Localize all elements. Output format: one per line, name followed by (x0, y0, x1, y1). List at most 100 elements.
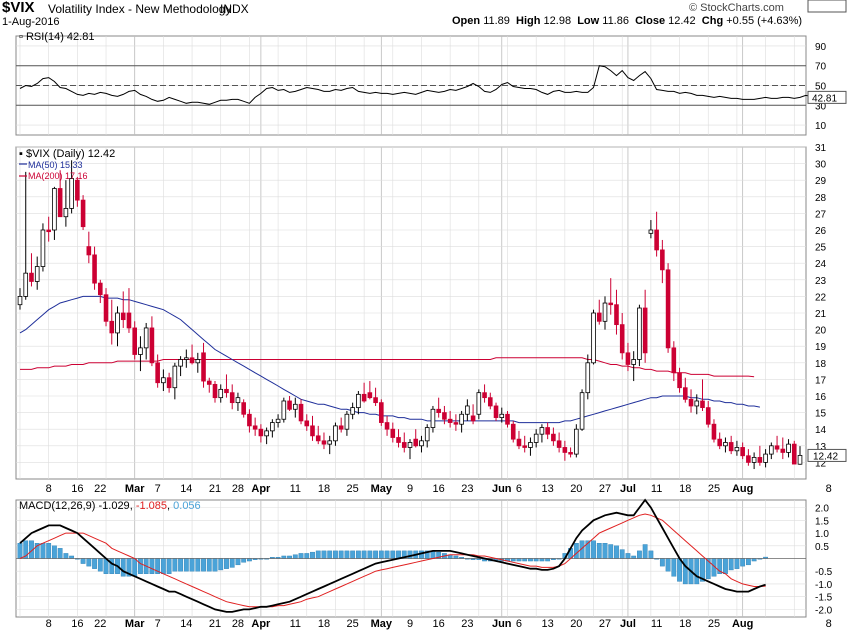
macd-histogram-bar (728, 558, 734, 571)
candle-body (155, 362, 160, 384)
candle-body (57, 188, 63, 218)
x-tick-label: 16 (433, 483, 445, 495)
x-tick-label: Apr (251, 483, 271, 495)
x-tick-label: 8 (826, 618, 832, 630)
macd-histogram-bar (510, 558, 516, 562)
price-tick-label: 25 (815, 243, 827, 254)
macd-value-label-box (807, 0, 847, 13)
candle-body (229, 392, 235, 404)
candle-body (556, 440, 562, 448)
candle-body (602, 302, 608, 322)
macd-histogram-bar (287, 555, 292, 559)
macd-histogram-bar (189, 558, 195, 572)
candle-body (384, 422, 390, 430)
candle-body (591, 312, 596, 364)
candle-body (80, 199, 86, 228)
candle-body (75, 179, 80, 201)
macd-histogram-bar (694, 558, 700, 585)
chart-name: Volatility Index - New Methodology (48, 2, 232, 16)
macd-histogram-bar (619, 549, 625, 559)
candle-body (780, 448, 786, 453)
candle-body (189, 357, 195, 364)
candle-body (97, 282, 103, 296)
candle-body (103, 294, 109, 322)
x-tick-label: 7 (155, 483, 161, 495)
macd-tick-label: 1.0 (815, 529, 829, 540)
macd-tick-label: -2.0 (815, 605, 833, 616)
candle-body (682, 387, 688, 400)
candle-body (247, 413, 252, 427)
candle-body (321, 440, 327, 445)
macd-histogram-bar (338, 550, 344, 559)
candle-body (310, 425, 315, 437)
candle-body (723, 442, 728, 447)
x-tick-label: 22 (94, 618, 106, 630)
candle-body (23, 272, 29, 297)
x-tick-label: Mar (125, 483, 145, 495)
rsi-value-label: 42.81 (812, 93, 837, 104)
macd-histogram-bar (80, 558, 86, 564)
open-value: 11.89 (483, 15, 510, 27)
candle-body (17, 295, 23, 306)
candle-body (562, 447, 568, 453)
macd-histogram-bar (166, 558, 172, 574)
x-tick-label: 9 (407, 618, 413, 630)
candle-body (292, 403, 298, 410)
rsi-tick-label: 10 (815, 121, 827, 132)
candle-body (338, 425, 344, 430)
candle-body (528, 442, 533, 448)
candle-body (138, 347, 143, 355)
macd-histogram-bar (665, 558, 671, 572)
macd-histogram-bar (625, 553, 631, 559)
macd-histogram-bar (648, 550, 654, 559)
candle-body (596, 312, 602, 322)
macd-histogram-bar (740, 558, 746, 567)
macd-tick-label: 1.5 (815, 516, 829, 527)
candle-body (499, 413, 505, 418)
macd-histogram-bar (378, 550, 384, 559)
candle-body (585, 362, 591, 394)
candle-body (252, 425, 258, 430)
macd-tick-label: 0.5 (815, 542, 829, 553)
candle-body (533, 433, 539, 443)
x-tick-label: Aug (732, 483, 753, 495)
candle-body (442, 412, 447, 420)
macd-histogram-bar (149, 558, 155, 574)
x-tick-label: 27 (599, 618, 611, 630)
macd-histogram-bar (390, 550, 396, 559)
rsi-tick-label: 30 (815, 101, 827, 112)
candle-body (522, 445, 528, 448)
price-tick-label: 28 (815, 193, 827, 204)
candle-body (791, 443, 797, 465)
price-panel: 12 13 14 15 16 17 18 19 20 21 22 23 24 25 26 27 28 29 30 31… (15, 0, 847, 480)
x-tick-label: 18 (318, 483, 330, 495)
macd-histogram-bar (745, 558, 751, 566)
price-value-label: 12.42 (813, 451, 838, 462)
candle-body (436, 408, 441, 413)
macd-histogram-bar (659, 558, 665, 567)
x-tick-label: 6 (516, 618, 522, 630)
high-label: High (516, 15, 541, 27)
x-tick-label: 28 (232, 483, 244, 495)
macd-panel: -2.0-1.5-1.0-0.50.51.01.52.00.056-1.029M… (15, 0, 847, 618)
candle-body (551, 433, 556, 442)
macd-histogram-bar (723, 558, 728, 574)
macd-histogram-bar (247, 558, 252, 562)
candle-body (705, 407, 711, 425)
macd-histogram-bar (453, 555, 459, 559)
candle-body (545, 427, 550, 435)
candle-body (178, 359, 183, 367)
x-tick-label: 23 (461, 618, 473, 630)
candle-body (430, 408, 436, 428)
macd-histogram-bar (63, 553, 69, 559)
macd-histogram-bar (350, 550, 356, 559)
macd-histogram-bar (315, 550, 321, 559)
macd-histogram-bar (138, 558, 143, 574)
candle-body (86, 246, 92, 256)
candle-body (161, 377, 166, 384)
x-tick-label: May (371, 618, 393, 630)
x-tick-label: 21 (209, 618, 221, 630)
rsi-value-box (807, 90, 847, 104)
x-tick-label: 20 (570, 483, 582, 495)
price-tick-label: 17 (815, 375, 827, 386)
